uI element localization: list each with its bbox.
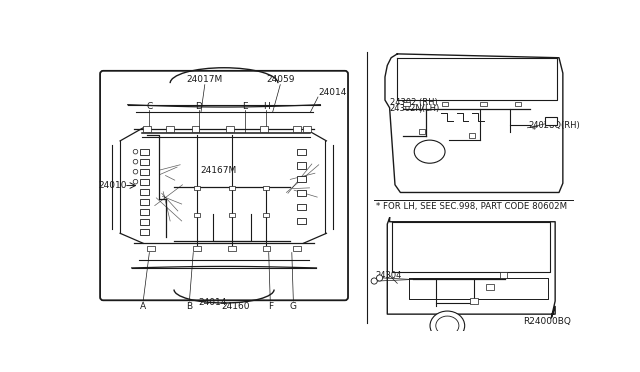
Bar <box>293 126 301 132</box>
Text: 24010: 24010 <box>99 181 127 190</box>
Bar <box>194 212 200 217</box>
Bar <box>515 102 521 106</box>
Text: 24028Q(RH): 24028Q(RH) <box>528 121 580 130</box>
Bar <box>403 102 410 106</box>
Bar <box>140 148 149 155</box>
Bar <box>297 218 307 224</box>
Bar <box>227 126 234 132</box>
Text: 24017M: 24017M <box>187 75 223 84</box>
Bar <box>293 246 301 251</box>
Bar <box>260 126 268 132</box>
Bar <box>140 179 149 185</box>
Circle shape <box>133 150 138 154</box>
Bar <box>140 158 149 165</box>
Ellipse shape <box>436 316 459 335</box>
Bar <box>193 246 201 251</box>
Bar <box>263 186 269 190</box>
Text: B: B <box>186 302 193 311</box>
Bar <box>194 186 200 190</box>
Text: A: A <box>140 302 147 311</box>
Circle shape <box>376 275 383 281</box>
Circle shape <box>133 179 138 184</box>
Bar <box>297 204 307 210</box>
Text: G: G <box>290 302 297 311</box>
Bar <box>545 117 557 125</box>
Text: 24167M: 24167M <box>200 166 237 174</box>
Bar <box>297 163 307 169</box>
Bar <box>140 189 149 195</box>
Bar <box>228 246 236 251</box>
Bar <box>140 229 149 235</box>
Bar <box>140 199 149 205</box>
Bar <box>442 102 448 106</box>
Bar <box>228 186 235 190</box>
Ellipse shape <box>430 311 465 340</box>
Bar <box>303 126 311 132</box>
Bar <box>192 126 200 132</box>
Circle shape <box>133 159 138 164</box>
Bar <box>228 212 235 217</box>
FancyBboxPatch shape <box>100 71 348 300</box>
Bar <box>500 272 508 278</box>
Bar <box>143 126 151 132</box>
Bar <box>166 126 174 132</box>
Bar <box>147 246 155 251</box>
Circle shape <box>133 169 138 174</box>
Text: 24302N(LH): 24302N(LH) <box>390 104 440 113</box>
Ellipse shape <box>414 140 445 163</box>
Text: 24304: 24304 <box>376 271 402 280</box>
Bar <box>297 148 307 155</box>
Text: 24014: 24014 <box>198 298 227 307</box>
Bar <box>419 129 425 134</box>
Text: F: F <box>268 302 273 311</box>
Bar <box>140 169 149 175</box>
Text: R24000BQ: R24000BQ <box>523 317 570 326</box>
Text: 24302 (RH): 24302 (RH) <box>390 98 437 107</box>
Text: H: H <box>263 102 270 111</box>
Text: E: E <box>242 102 248 111</box>
Bar <box>297 176 307 183</box>
Bar <box>263 212 269 217</box>
Text: *: * <box>532 126 536 135</box>
Bar <box>470 298 478 304</box>
Bar <box>469 133 475 138</box>
Bar <box>486 284 493 290</box>
Bar <box>140 219 149 225</box>
Text: * FOR LH, SEE SEC.998, PART CODE 80602M: * FOR LH, SEE SEC.998, PART CODE 80602M <box>376 202 567 211</box>
Bar <box>140 209 149 215</box>
Circle shape <box>371 278 378 284</box>
Text: 24059: 24059 <box>266 75 294 84</box>
Bar <box>262 246 270 251</box>
Bar <box>481 102 486 106</box>
Bar <box>297 190 307 196</box>
Text: C: C <box>146 102 152 111</box>
Text: 24014: 24014 <box>318 88 346 97</box>
Text: D: D <box>195 102 202 111</box>
Text: 24160: 24160 <box>221 302 250 311</box>
